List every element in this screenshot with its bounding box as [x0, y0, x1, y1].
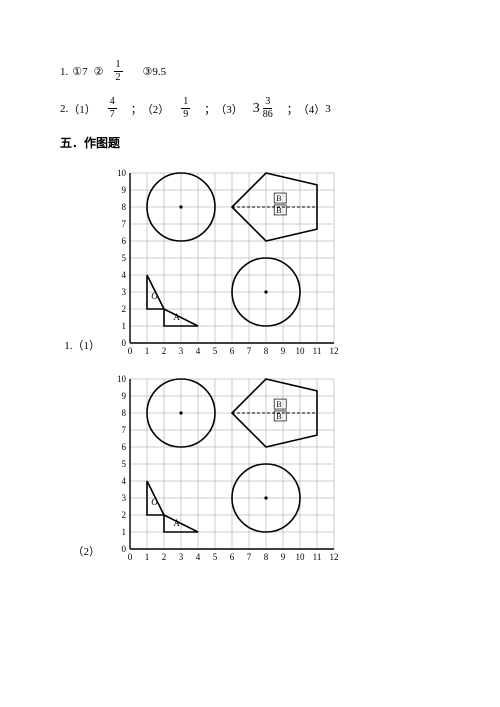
- svg-text:10: 10: [117, 169, 127, 178]
- figure-1-label: 1.（1）: [60, 337, 100, 359]
- figure-1-row: 1.（1） 0123456789101112012345678910BBOA: [60, 169, 450, 359]
- svg-text:3: 3: [122, 493, 127, 503]
- svg-text:A: A: [173, 518, 180, 528]
- svg-text:4: 4: [196, 346, 201, 356]
- svg-text:6: 6: [122, 236, 127, 246]
- figure-2-row: （2） 0123456789101112012345678910BBOA: [60, 375, 450, 565]
- svg-text:7: 7: [247, 552, 252, 562]
- svg-text:8: 8: [122, 202, 127, 212]
- p1-fraction: 4 7: [108, 97, 117, 120]
- svg-text:5: 5: [122, 253, 127, 263]
- svg-text:5: 5: [213, 552, 218, 562]
- svg-text:11: 11: [313, 552, 322, 562]
- figure-1-svg-container: 0123456789101112012345678910BBOA: [108, 169, 338, 359]
- svg-text:O: O: [151, 291, 158, 301]
- frac-den: 2: [116, 72, 121, 83]
- sep: ；: [131, 101, 142, 117]
- svg-text:1: 1: [122, 527, 127, 537]
- p2-fraction: 1 9: [181, 97, 190, 120]
- p2-label: （2）: [142, 101, 170, 117]
- p1-label: （1）: [68, 101, 96, 117]
- frac-den: 9: [183, 109, 188, 120]
- svg-text:1: 1: [122, 321, 127, 331]
- frac-den: 7: [110, 109, 115, 120]
- svg-text:1: 1: [145, 346, 150, 356]
- svg-text:7: 7: [122, 425, 127, 435]
- p4-label: （4）: [298, 101, 326, 117]
- figure-2-svg-container: 0123456789101112012345678910BBOA: [108, 375, 338, 565]
- svg-text:B: B: [276, 206, 281, 215]
- svg-text:7: 7: [247, 346, 252, 356]
- svg-text:B: B: [276, 412, 281, 421]
- svg-text:9: 9: [281, 346, 286, 356]
- svg-text:O: O: [151, 497, 158, 507]
- svg-text:4: 4: [196, 552, 201, 562]
- svg-text:9: 9: [122, 185, 127, 195]
- svg-text:2: 2: [122, 510, 127, 520]
- svg-text:12: 12: [330, 346, 339, 356]
- item2-label: ②: [94, 65, 104, 78]
- svg-text:0: 0: [128, 346, 133, 356]
- p3-mixed: 3 3 86: [253, 97, 275, 120]
- p3-label: （3）: [215, 101, 243, 117]
- answer-line-2: 2. （1） 4 7 ； （2） 1 9 ； （3） 3 3 86 ； （4） …: [60, 97, 450, 120]
- svg-text:3: 3: [179, 346, 184, 356]
- figure-2-label: （2）: [60, 543, 100, 565]
- prefix: 2.: [60, 103, 68, 115]
- svg-text:6: 6: [230, 552, 235, 562]
- svg-text:8: 8: [122, 408, 127, 418]
- frac-den: 86: [263, 109, 273, 120]
- svg-text:5: 5: [122, 459, 127, 469]
- frac-num: 3: [263, 97, 272, 109]
- answer-line-1: 1. ① 7 ② 1 2 ③ 9.5: [60, 60, 450, 83]
- mixed-frac: 3 86: [263, 97, 273, 120]
- item3-label: ③: [143, 65, 153, 78]
- svg-text:3: 3: [179, 552, 184, 562]
- mixed-whole: 3: [253, 101, 260, 117]
- frac-num: 1: [181, 97, 190, 109]
- item1-label: ①: [72, 65, 82, 78]
- svg-text:2: 2: [122, 304, 127, 314]
- svg-text:9: 9: [122, 391, 127, 401]
- svg-text:1: 1: [145, 552, 150, 562]
- svg-text:B: B: [276, 400, 281, 409]
- item1-value: 7: [82, 66, 88, 78]
- svg-text:0: 0: [122, 544, 127, 554]
- sep: ；: [204, 101, 215, 117]
- svg-text:A: A: [173, 312, 180, 322]
- svg-text:0: 0: [122, 338, 127, 348]
- svg-text:5: 5: [213, 346, 218, 356]
- item2-fraction: 1 2: [114, 60, 123, 83]
- svg-text:0: 0: [128, 552, 133, 562]
- section-title: 五．作图题: [60, 134, 450, 151]
- svg-text:3: 3: [122, 287, 127, 297]
- svg-text:B: B: [276, 194, 281, 203]
- svg-text:4: 4: [122, 270, 127, 280]
- svg-text:6: 6: [122, 442, 127, 452]
- svg-text:8: 8: [264, 552, 269, 562]
- svg-text:10: 10: [296, 346, 306, 356]
- svg-text:9: 9: [281, 552, 286, 562]
- svg-text:4: 4: [122, 476, 127, 486]
- frac-num: 1: [114, 60, 123, 72]
- svg-text:7: 7: [122, 219, 127, 229]
- svg-text:2: 2: [162, 552, 167, 562]
- frac-num: 4: [108, 97, 117, 109]
- svg-text:6: 6: [230, 346, 235, 356]
- item3-value: 9.5: [152, 66, 166, 78]
- svg-text:10: 10: [117, 375, 127, 384]
- prefix: 1.: [60, 66, 68, 78]
- svg-text:8: 8: [264, 346, 269, 356]
- sep: ；: [287, 101, 298, 117]
- svg-text:2: 2: [162, 346, 167, 356]
- svg-text:12: 12: [330, 552, 339, 562]
- svg-text:11: 11: [313, 346, 322, 356]
- p4-value: 3: [325, 103, 331, 115]
- svg-text:10: 10: [296, 552, 306, 562]
